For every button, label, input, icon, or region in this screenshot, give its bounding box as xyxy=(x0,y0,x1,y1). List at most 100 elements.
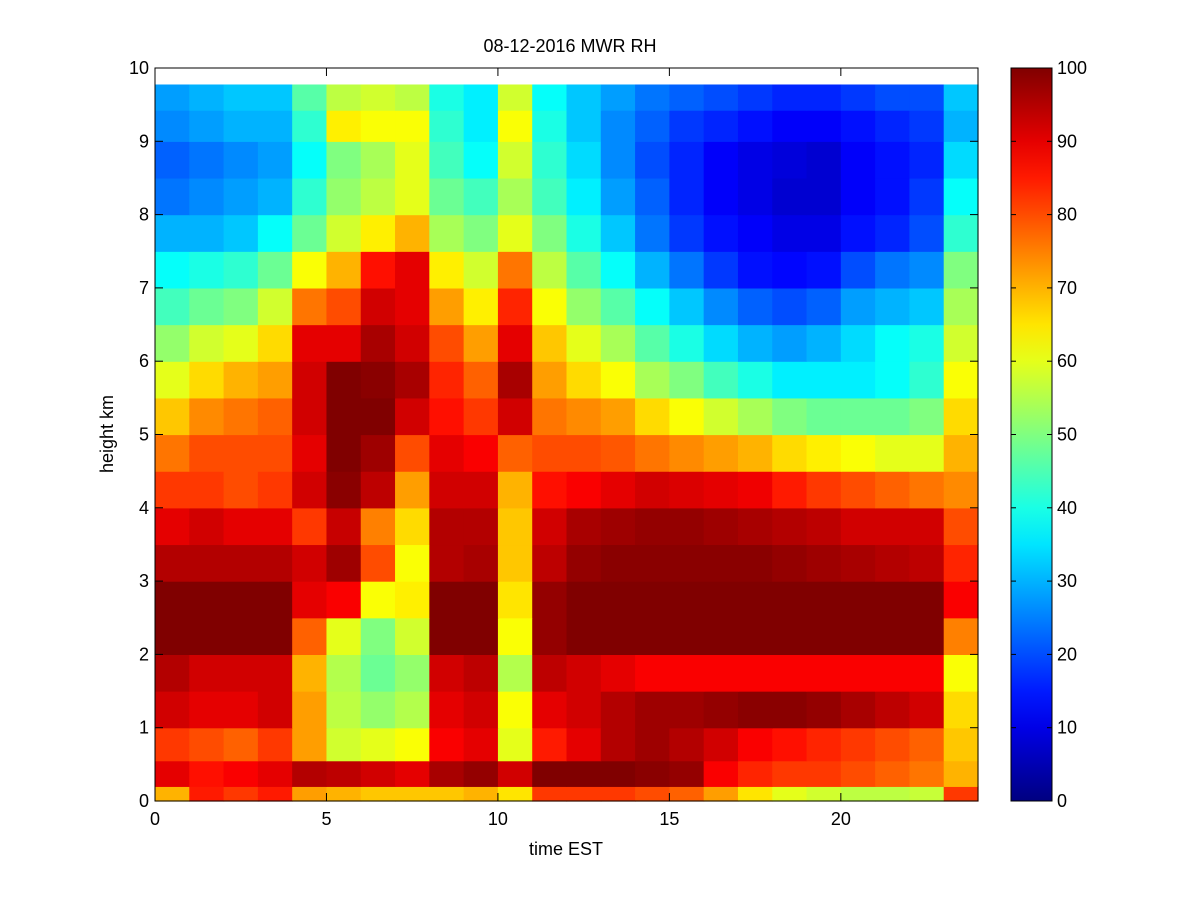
heatmap-cell xyxy=(532,287,568,326)
heatmap-cell xyxy=(737,177,773,216)
heatmap-cell xyxy=(806,84,842,111)
heatmap-cell xyxy=(943,177,979,216)
heatmap-cell xyxy=(703,617,739,655)
heatmap-cell xyxy=(532,617,568,655)
heatmap-cell xyxy=(429,361,465,399)
heatmap-cell xyxy=(566,581,602,619)
heatmap-cell xyxy=(326,434,362,472)
colorbar-tick-label: 60 xyxy=(1057,351,1077,371)
heatmap-cell xyxy=(292,84,328,111)
heatmap-cell xyxy=(223,507,259,546)
heatmap-cell xyxy=(395,141,430,179)
heatmap-cell xyxy=(875,110,911,142)
heatmap-cell xyxy=(600,434,636,472)
heatmap-cell xyxy=(909,251,945,289)
heatmap-cell xyxy=(703,727,739,762)
heatmap-cell xyxy=(292,434,328,472)
heatmap-cell xyxy=(257,727,293,762)
heatmap-cell xyxy=(875,691,911,729)
heatmap-cell xyxy=(292,141,328,179)
heatmap-cell xyxy=(326,786,362,802)
heatmap-cell xyxy=(326,691,362,729)
heatmap-cell xyxy=(566,617,602,655)
heatmap-cell xyxy=(463,397,499,436)
heatmap-cell xyxy=(669,84,705,111)
heatmap-cell xyxy=(155,84,190,111)
heatmap-cell xyxy=(566,361,602,399)
heatmap-cell xyxy=(772,397,808,436)
heatmap-cell xyxy=(566,397,602,436)
heatmap-cell xyxy=(326,287,362,326)
heatmap-cell xyxy=(737,251,773,289)
heatmap-cell xyxy=(737,324,773,362)
heatmap-cell xyxy=(257,287,293,326)
heatmap-cell xyxy=(840,581,876,619)
heatmap-cell xyxy=(395,84,430,111)
y-tick-label: 8 xyxy=(139,205,149,225)
y-tick-label: 2 xyxy=(139,644,149,664)
heatmap-cell xyxy=(669,110,705,142)
heatmap-cell xyxy=(223,617,259,655)
heatmap-cell xyxy=(875,177,911,216)
heatmap-cell xyxy=(703,471,739,509)
heatmap-cell xyxy=(600,110,636,142)
heatmap-cell xyxy=(909,654,945,692)
heatmap-cell xyxy=(326,141,362,179)
colorbar-tick-label: 100 xyxy=(1057,58,1087,78)
heatmap-cell xyxy=(395,177,430,216)
y-tick-label: 3 xyxy=(139,571,149,591)
heatmap-cell xyxy=(669,361,705,399)
heatmap-cell xyxy=(566,141,602,179)
heatmap-cell xyxy=(326,251,362,289)
heatmap-cell xyxy=(497,177,533,216)
y-tick-label: 1 xyxy=(139,718,149,738)
heatmap-cell xyxy=(772,691,808,729)
heatmap-cell xyxy=(360,581,396,619)
heatmap-cell xyxy=(532,214,568,252)
heatmap-cell xyxy=(189,544,225,582)
heatmap-cell xyxy=(875,361,911,399)
heatmap-cell xyxy=(943,397,979,436)
heatmap-cell xyxy=(772,214,808,252)
heatmap-cell xyxy=(189,617,225,655)
heatmap-cell xyxy=(155,617,190,655)
heatmap-cell xyxy=(223,727,259,762)
heatmap-cell xyxy=(223,251,259,289)
heatmap-cell xyxy=(909,617,945,655)
heatmap-cell xyxy=(429,84,465,111)
heatmap-cell xyxy=(532,361,568,399)
heatmap-cell xyxy=(189,786,225,802)
heatmap-cell xyxy=(532,84,568,111)
heatmap-cell xyxy=(189,397,225,436)
heatmap-cell xyxy=(463,324,499,362)
heatmap-cell xyxy=(943,691,979,729)
heatmap-cell xyxy=(806,141,842,179)
heatmap-cell xyxy=(875,581,911,619)
heatmap-cell xyxy=(395,287,430,326)
heatmap-cell xyxy=(326,177,362,216)
heatmap-cell xyxy=(429,691,465,729)
colorbar-tick-label: 0 xyxy=(1057,791,1067,811)
heatmap-cell xyxy=(463,691,499,729)
heatmap-cell xyxy=(189,581,225,619)
y-axis-label: height km xyxy=(97,395,117,473)
heatmap-cell xyxy=(257,581,293,619)
heatmap-cell xyxy=(772,324,808,362)
heatmap-cell xyxy=(326,214,362,252)
heatmap-cell xyxy=(669,581,705,619)
heatmap-cell xyxy=(326,110,362,142)
heatmap-cell xyxy=(395,214,430,252)
heatmap-cell xyxy=(737,654,773,692)
heatmap-cell xyxy=(497,141,533,179)
heatmap-cell xyxy=(943,786,979,802)
heatmap-cell xyxy=(600,760,636,787)
heatmap-cell xyxy=(703,251,739,289)
heatmap-cell xyxy=(463,434,499,472)
heatmap-cell xyxy=(703,691,739,729)
heatmap-cell xyxy=(737,786,773,802)
heatmap-cell xyxy=(772,177,808,216)
heatmap-cell xyxy=(223,141,259,179)
heatmap-cell xyxy=(806,361,842,399)
heatmap-cell xyxy=(703,361,739,399)
heatmap-cell xyxy=(875,141,911,179)
